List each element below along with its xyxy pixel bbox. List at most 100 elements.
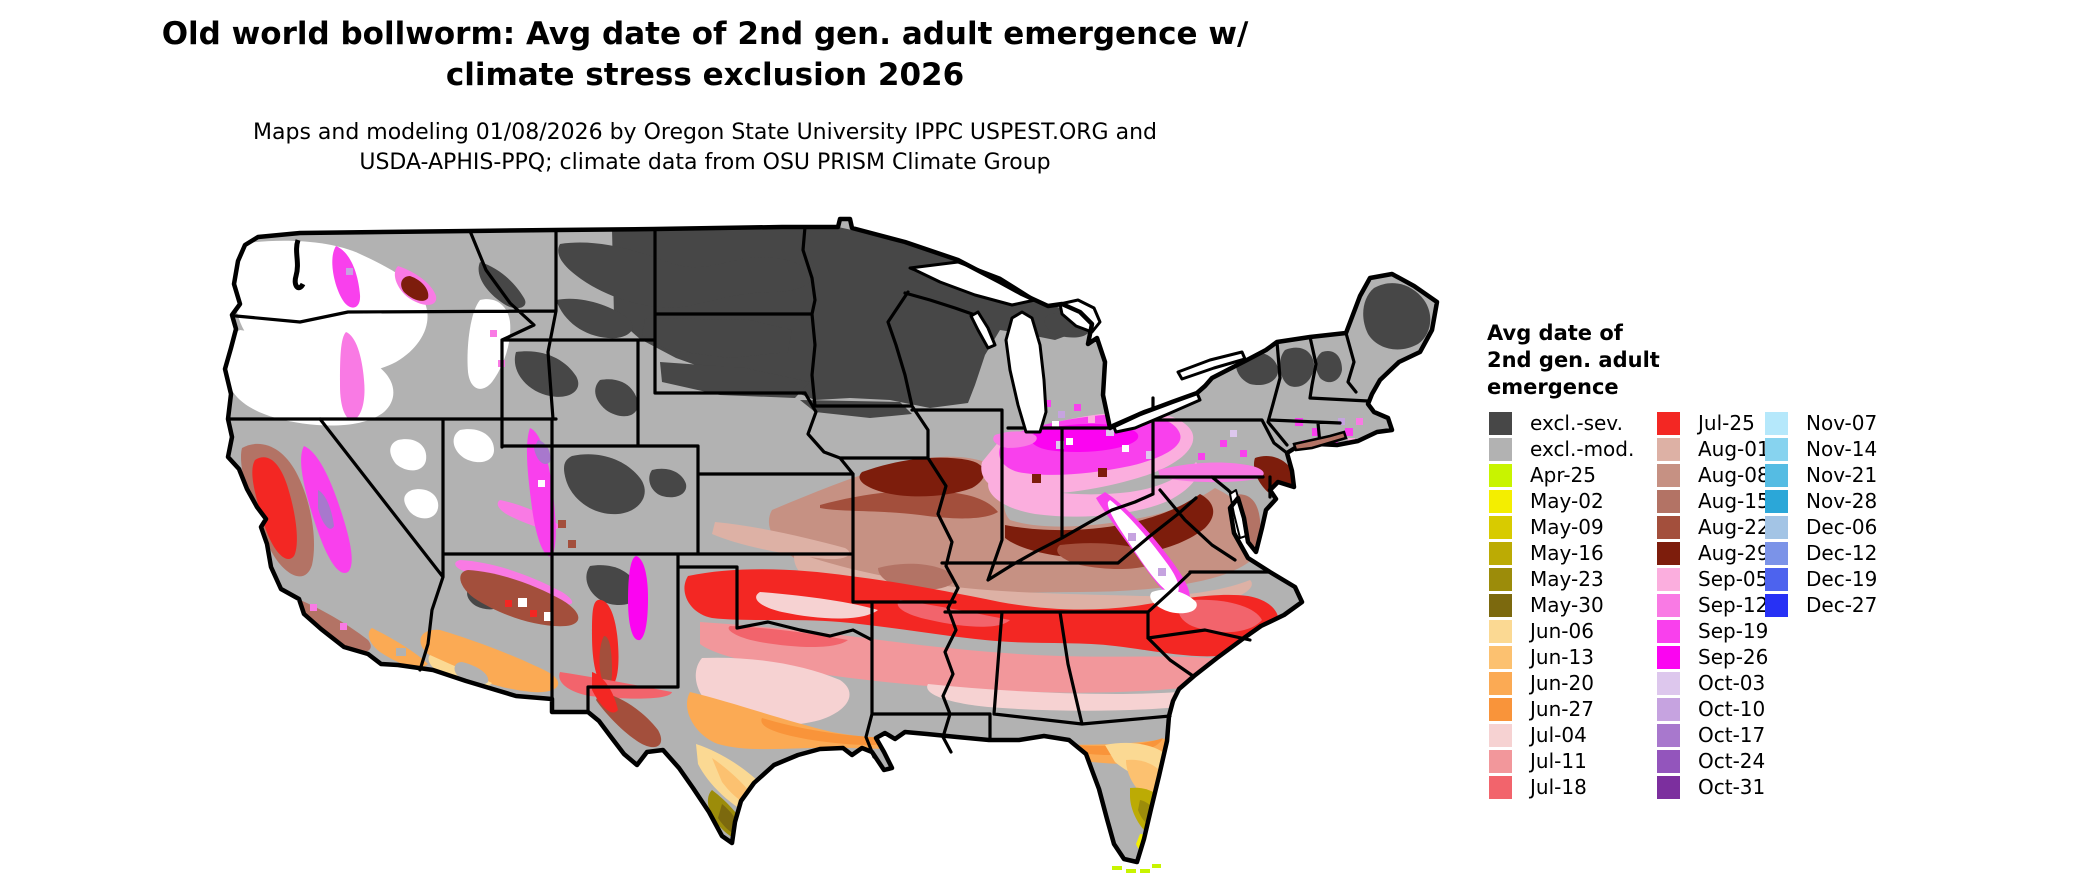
speckle-sep05 [1088,416,1095,423]
legend-swatch [1765,567,1788,591]
region-me-dark [1363,283,1431,350]
region-jul18-patch2 [1178,599,1262,633]
region-wasatch-magenta [526,428,556,557]
legend-label: Oct-31 [1698,775,1766,799]
title-line-1: Old world bollworm: Avg date of 2nd gen.… [161,16,1249,52]
region-wtx-red [592,672,618,713]
legend-label: Dec-12 [1806,541,1878,565]
legend-swatch [1765,463,1788,487]
key-island [1126,869,1136,873]
legend-item: May-23 [1489,566,1634,592]
legend-label: Oct-03 [1698,671,1766,695]
legend-item: Dec-19 [1765,566,1877,592]
legend-swatch [1489,567,1512,591]
legend-swatch [1765,437,1788,461]
legend-swatch [1489,619,1512,643]
legend-swatch [1657,437,1680,461]
legend-label: Aug-08 [1698,463,1770,487]
legend-swatch [1657,697,1680,721]
subtitle-line-2: USDA-APHIS-PPQ; climate data from OSU PR… [359,150,1051,175]
legend-swatch [1489,515,1512,539]
speckle-red [530,610,537,617]
legend-item: Apr-25 [1489,462,1634,488]
legend-item: Aug-15 [1657,488,1770,514]
legend-item: Dec-27 [1765,592,1877,618]
legend-label: Nov-14 [1806,437,1878,461]
legend-item: Sep-26 [1657,644,1770,670]
legend-swatch [1657,775,1680,799]
region-ok-palepink [756,592,878,619]
legend-swatch [1657,749,1680,773]
legend-label: Dec-27 [1806,593,1878,617]
legend-swatch [1657,411,1680,435]
legend-item: May-16 [1489,540,1634,566]
legend-swatch [1657,671,1680,695]
legend-swatch [1489,489,1512,513]
speckle-white [1066,438,1073,445]
speckle-red [505,600,512,607]
legend-label: Jul-18 [1530,775,1587,799]
region-newa-brown [401,276,429,301]
legend-item: Jul-25 [1657,410,1770,436]
legend-swatch [1765,411,1788,435]
legend-column-0: excl.-sev. excl.-mod. Apr-25 May-02 May-09 Ma… [1489,410,1634,800]
region-ntx-jul18 [728,626,848,647]
speckle-oct10 [1058,411,1065,418]
legend-item: Jul-04 [1489,722,1634,748]
speckle-white [544,612,553,621]
speckle-gray [396,648,406,656]
legend-label: Oct-10 [1698,697,1766,721]
legend-item: Nov-28 [1765,488,1877,514]
region-ut-white [453,429,494,463]
speckle-white [538,480,545,487]
speckle-oct10 [1338,418,1345,425]
legend-item: Jun-27 [1489,696,1634,722]
legend-item: Oct-03 [1657,670,1770,696]
speckle-brown [558,520,566,528]
legend-label: excl.-mod. [1530,437,1635,461]
speckle-oct10 [346,268,353,275]
legend-label: May-23 [1530,567,1604,591]
speckle-sep12 [310,604,317,611]
legend-label: May-30 [1530,593,1604,617]
legend-item: Jun-13 [1489,644,1634,670]
region-co-dark2 [649,468,687,498]
legend-title-line: 2nd gen. adult [1487,348,1660,372]
region-mt-dark [558,242,814,308]
legend-swatch [1657,515,1680,539]
florida-keys [1112,864,1161,873]
region-sierra-purple [318,490,334,529]
legend-columns: excl.-sev. excl.-mod. Apr-25 May-02 May-09 Ma… [1487,410,1917,810]
legend-label: Sep-19 [1698,619,1769,643]
legend-column-2: Nov-07 Nov-14 Nov-21 Nov-28 Dec-06 Dec-12 Dec-… [1765,410,1877,618]
legend-label: May-16 [1530,541,1604,565]
key-island [1152,864,1161,868]
legend-item: Oct-31 [1657,774,1770,800]
region-nv-white1 [390,439,427,471]
legend-label: Aug-01 [1698,437,1770,461]
legend-item: Nov-14 [1765,436,1877,462]
legend-swatch [1765,489,1788,513]
legend-label: Nov-28 [1806,489,1878,513]
legend-column-1: Jul-25 Aug-01 Aug-08 Aug-15 Aug-22 Aug-29 Sep-… [1657,410,1770,800]
legend-swatch [1657,619,1680,643]
speckle-white [1122,445,1129,452]
state-borders [226,225,1370,759]
legend-swatch [1657,567,1680,591]
region-wa-cascades-magenta [332,246,361,308]
legend-item: Jul-11 [1489,748,1634,774]
legend-label: Sep-05 [1698,567,1769,591]
region-vt-dark [1279,347,1314,387]
map-legend: Avg date of 2nd gen. adult emergence exc… [1487,320,1917,810]
legend-item: excl.-sev. [1489,410,1634,436]
speckle-brown [568,540,576,548]
legend-label: Jun-20 [1530,671,1594,695]
speckle-sep12 [490,330,497,337]
legend-item: Oct-10 [1657,696,1770,722]
region-or-cascades-magenta [340,332,365,421]
region-chicago-magenta [993,431,1037,448]
legend-label: Nov-21 [1806,463,1878,487]
legend-item: Aug-08 [1657,462,1770,488]
speckle-sep19 [1198,453,1205,460]
